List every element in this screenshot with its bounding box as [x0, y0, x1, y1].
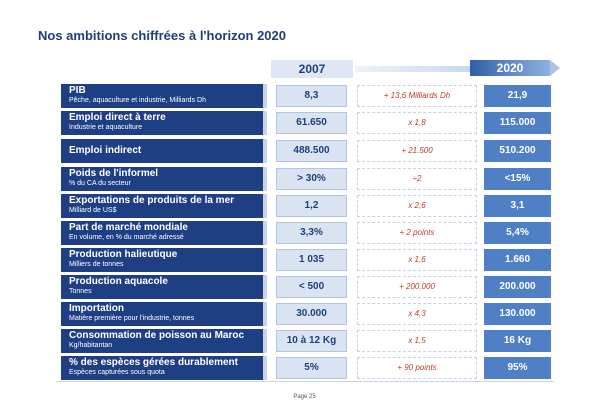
row-label: % des espèces gérées durablement Espèces …: [61, 356, 263, 380]
row-title: Production halieutique: [69, 249, 178, 260]
row-title: Consommation de poisson au Maroc: [69, 330, 245, 341]
row-title: Emploi direct à terre: [69, 112, 166, 123]
value-2007: 1,2: [276, 195, 347, 217]
row-subtitle: Kg/habitantan: [69, 342, 113, 349]
table-row: Production halieutique Milliers de tonnes…: [61, 248, 551, 272]
row-label: Production aquacole Tonnes: [61, 275, 263, 299]
value-2007: 488.500: [276, 140, 347, 162]
row-label-edge: [263, 248, 267, 272]
row-subtitle: Milliers de tonnes: [69, 261, 124, 268]
page-title: Nos ambitions chiffrées à l'horizon 2020: [38, 28, 286, 43]
value-2020: 21,9: [484, 85, 551, 107]
value-2007: > 30%: [276, 168, 347, 190]
row-title: Exportations de produits de la mer: [69, 195, 235, 206]
change-value: x 4,3: [357, 303, 477, 325]
change-value: + 13,6 Milliards Dh: [357, 85, 477, 107]
value-2020: <15%: [484, 168, 551, 190]
value-2020: 115.000: [484, 112, 551, 134]
header-2020: 2020: [470, 60, 550, 76]
value-2007: 30.000: [276, 303, 347, 325]
bottom-divider: [56, 381, 554, 382]
row-label: PIB Pêche, aquaculture et industrie, Mill…: [61, 84, 263, 108]
value-2020: 510.200: [484, 140, 551, 162]
row-label: Consommation de poisson au Maroc Kg/habit…: [61, 329, 263, 353]
table-row: Emploi indirect 488.500 + 21.500 510.200: [61, 139, 551, 163]
row-label: Exportations de produits de la mer Millia…: [61, 194, 263, 218]
value-2020: 5,4%: [484, 222, 551, 244]
row-subtitle: % du CA du secteur: [69, 180, 131, 187]
row-title: % des espèces gérées durablement: [69, 357, 238, 368]
row-title: Emploi indirect: [69, 145, 142, 156]
row-title: PIB: [69, 85, 86, 96]
row-subtitle: Milliard de US$: [69, 207, 117, 214]
value-2007: 61.650: [276, 112, 347, 134]
table-row: PIB Pêche, aquaculture et industrie, Mill…: [61, 84, 551, 108]
change-value: + 200.000: [357, 276, 477, 298]
row-label: Part de marché mondiale En volume, en % d…: [61, 221, 263, 245]
value-2020: 1.660: [484, 249, 551, 271]
table-row: Exportations de produits de la mer Millia…: [61, 194, 551, 218]
row-subtitle: Espèces capturées sous quota: [69, 369, 165, 376]
header-2007: 2007: [271, 60, 353, 78]
table-row: Production aquacole Tonnes < 500 + 200.000 2…: [61, 275, 551, 299]
value-2007: < 500: [276, 276, 347, 298]
row-label-edge: [263, 167, 267, 191]
value-2020: 200.000: [484, 276, 551, 298]
change-value: x 1,8: [357, 112, 477, 134]
table-row: Poids de l'informel% du CA du secteur > 3…: [61, 167, 551, 191]
change-value: x 1,6: [357, 249, 477, 271]
row-label-edge: [263, 111, 267, 135]
value-2007: 3,3%: [276, 222, 347, 244]
value-2007: 8,3: [276, 85, 347, 107]
change-value: x 1,5: [357, 330, 477, 352]
row-subtitle: En volume, en % du marché adressé: [69, 234, 184, 241]
value-2007: 1 035: [276, 249, 347, 271]
value-2007: 10 à 12 Kg: [276, 330, 347, 352]
row-title: Production aquacole: [69, 276, 168, 287]
row-subtitle: Industrie et aquaculture: [69, 124, 143, 131]
value-2020: 130.000: [484, 303, 551, 325]
value-2020: 3,1: [484, 195, 551, 217]
row-label-edge: [263, 329, 267, 353]
page-number: Page 25: [293, 394, 316, 400]
header-band: [355, 66, 470, 72]
row-title: Importation: [69, 303, 124, 314]
change-value: ÷2: [357, 168, 477, 190]
row-label-edge: [263, 356, 267, 380]
row-label: Poids de l'informel% du CA du secteur: [61, 167, 263, 191]
change-value: + 21.500: [357, 140, 477, 162]
change-value: + 90 points: [357, 357, 477, 379]
row-label-edge: [263, 221, 267, 245]
change-value: + 2 points: [357, 222, 477, 244]
change-value: x 2,6: [357, 195, 477, 217]
row-subtitle: Matière première pour l'industrie, tonne…: [69, 315, 195, 322]
row-label: Emploi indirect: [61, 139, 263, 163]
table-row: Consommation de poisson au Maroc Kg/habit…: [61, 329, 551, 353]
value-2007: 5%: [276, 357, 347, 379]
table-row: Part de marché mondiale En volume, en % d…: [61, 221, 551, 245]
header-arrow-icon: [550, 60, 560, 76]
row-label-edge: [263, 302, 267, 326]
value-2020: 16 Kg: [484, 330, 551, 352]
table-row: Emploi direct à terre Industrie et aquacu…: [61, 111, 551, 135]
table-row: % des espèces gérées durablement Espèces …: [61, 356, 551, 380]
row-label: Importation Matière première pour l'indus…: [61, 302, 263, 326]
row-label-edge: [263, 194, 267, 218]
value-2020: 95%: [484, 357, 551, 379]
row-label-edge: [263, 139, 267, 163]
row-label: Production halieutique Milliers de tonnes: [61, 248, 263, 272]
table-row: Importation Matière première pour l'indus…: [61, 302, 551, 326]
row-label-edge: [263, 84, 267, 108]
row-title: Part de marché mondiale: [69, 222, 188, 233]
row-label-edge: [263, 275, 267, 299]
row-label: Emploi direct à terre Industrie et aquacu…: [61, 111, 263, 135]
row-subtitle: Tonnes: [69, 288, 92, 295]
row-title: Poids de l'informel: [69, 168, 159, 179]
row-subtitle: Pêche, aquaculture et industrie, Milliar…: [69, 97, 206, 104]
